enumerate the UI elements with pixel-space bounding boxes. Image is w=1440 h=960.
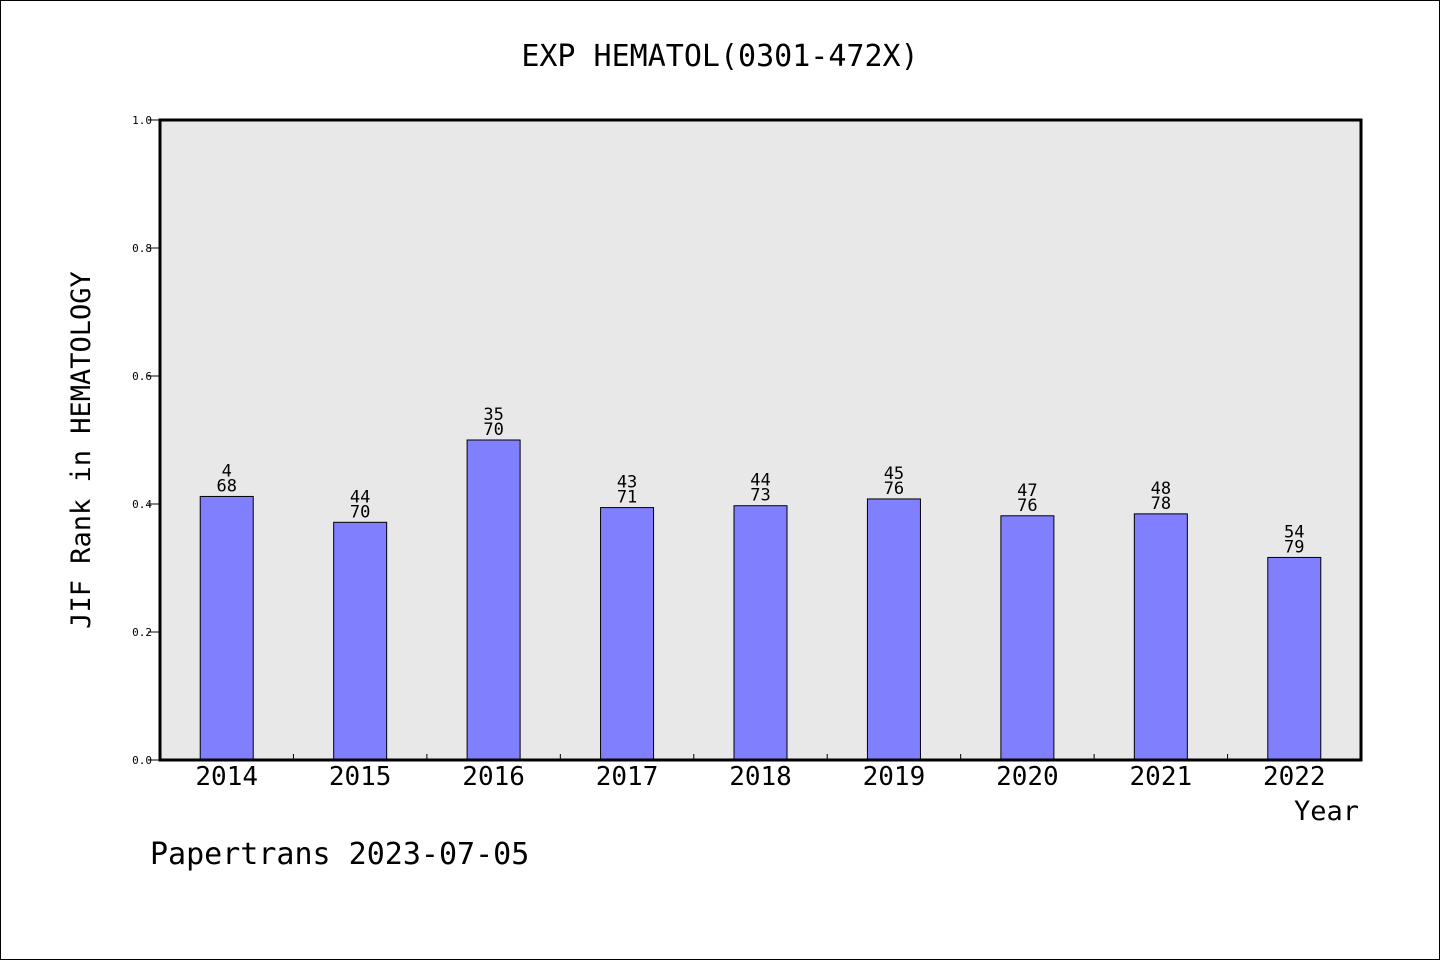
x-axis-label: Year [1294,796,1359,827]
chart-title: EXP HEMATOL(0301-472X) [521,39,918,74]
x-tick-label: 2021 [1130,762,1193,792]
y-tick-label: 0.2 [132,626,152,639]
y-axis-label: JIF Rank in HEMATOLOGY [66,271,97,629]
bar-2015 [333,521,388,761]
data-label-rank: 45 [884,464,904,484]
data-label-rank: 48 [1151,479,1171,499]
bar-2017 [600,507,655,761]
x-tick-label: 2015 [329,762,392,792]
data-label-total: 78 [1151,494,1171,514]
data-label-total: 76 [1017,496,1037,516]
x-axis: 2014 2015 2016 2017 2018 2019 2020 2021 2022 [195,754,1326,792]
data-label-rank: 54 [1284,522,1304,542]
data-label-rank: 47 [1017,481,1037,501]
data-label-total: 71 [617,488,637,508]
bar-2019 [866,498,921,761]
bar-2022 [1267,556,1322,761]
x-tick-label: 2019 [863,762,926,792]
data-label-total: 68 [216,476,236,496]
bar-series [199,439,1322,761]
bar-2014 [199,495,254,761]
bar-2016 [466,439,521,761]
y-tick-label: 1.0 [132,114,152,127]
y-tick-label: 0.6 [132,370,152,383]
x-tick-label: 2016 [462,762,525,792]
data-label-total: 70 [483,420,503,440]
y-tick-label: 0.0 [132,754,152,767]
bar-2020 [1000,515,1055,761]
x-tick-label: 2018 [729,762,792,792]
y-tick-label: 0.4 [132,498,152,511]
y-axis: 0.0 0.2 0.4 0.6 0.8 1.0 [132,114,160,767]
data-label-rank: 4 [222,461,232,481]
x-tick-label: 2022 [1263,762,1326,792]
bar-2018 [733,505,788,761]
data-label-rank: 44 [750,471,770,491]
footer-watermark: Papertrans 2023-07-05 [150,837,529,872]
bar-2021 [1133,513,1188,761]
x-tick-label: 2017 [596,762,659,792]
data-label-rank: 43 [617,473,637,493]
data-label-total: 73 [750,486,770,506]
x-tick-label: 2014 [195,762,258,792]
data-label-rank: 44 [350,487,370,507]
plot-border [158,118,1363,762]
data-label-total: 76 [884,479,904,499]
data-label-total: 70 [350,502,370,522]
data-label-rank: 35 [483,405,503,425]
x-tick-label: 2020 [996,762,1059,792]
y-tick-label: 0.8 [132,242,152,255]
data-label-total: 79 [1284,537,1304,557]
